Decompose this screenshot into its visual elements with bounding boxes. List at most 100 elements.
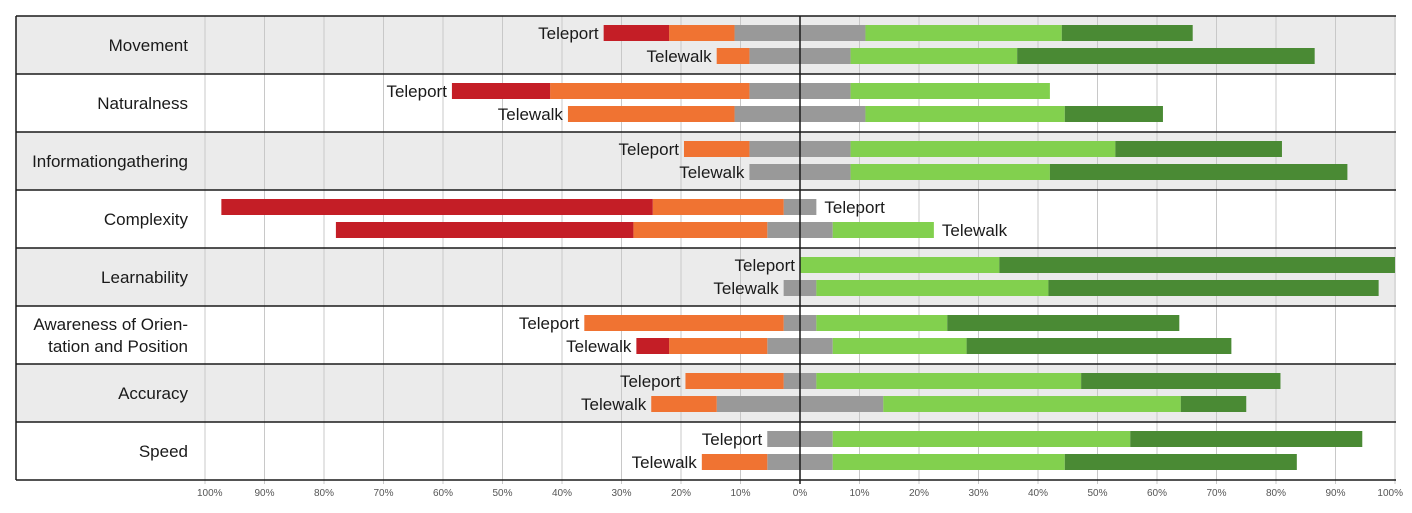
bar-segment-neutral: [767, 338, 800, 354]
x-tick-label: 80%: [1266, 488, 1286, 499]
bar-segment-strong-positive: [1081, 373, 1281, 389]
x-tick-label: 50%: [1087, 488, 1107, 499]
bar-segment-positive: [865, 106, 1065, 122]
bar-segment-strong-positive: [1180, 396, 1247, 412]
bar-segment-neutral: [800, 454, 833, 470]
bar-segment-negative: [651, 396, 717, 412]
bar-segment-strong-negative: [636, 338, 670, 354]
bar-segment-strong-negative: [451, 83, 551, 99]
bar-series-label: Teleport: [519, 314, 580, 333]
bar-segment-positive: [816, 280, 1049, 296]
bar-series-label: Teleport: [702, 430, 763, 449]
bar-segment-positive: [800, 257, 1000, 273]
label-layer: MovementTeleportTelewalkNaturalnessTelep…: [32, 24, 1008, 472]
bar-segment-neutral: [783, 315, 800, 331]
category-label: Learnability: [101, 268, 188, 287]
bar-segment-negative: [550, 83, 750, 99]
bar-segment-neutral: [800, 396, 884, 412]
bar-segment-neutral: [800, 280, 817, 296]
x-tick-label: 10%: [730, 488, 750, 499]
bar-segment-neutral: [800, 199, 817, 215]
bar-segment-neutral: [767, 431, 800, 447]
bar-segment-negative: [683, 141, 750, 157]
x-tick-layer: 100% 90% 80% 70% 60% 50% 40% 30% 20% 10% 0% 10% 20% 3…: [197, 488, 1403, 499]
row-background: [16, 190, 1396, 248]
bar-series-label: Teleport: [538, 24, 599, 43]
bar-segment-strong-negative: [335, 222, 634, 238]
bar-segment-neutral: [734, 106, 800, 122]
bar-segment-neutral: [800, 373, 817, 389]
x-tick-label: 40%: [1028, 488, 1048, 499]
bar-segment-neutral: [800, 315, 817, 331]
bar-segment-neutral: [800, 48, 851, 64]
bar-series-label: Telewalk: [713, 279, 779, 298]
bar-segment-neutral: [800, 338, 833, 354]
bar-segment-positive: [832, 431, 1131, 447]
bar-segment-neutral: [800, 106, 866, 122]
bar-segment-positive: [850, 83, 1050, 99]
bar-segment-strong-positive: [1115, 141, 1282, 157]
x-tick-label: 40%: [552, 488, 572, 499]
bar-segment-negative: [669, 338, 768, 354]
category-label: Movement: [109, 36, 189, 55]
row-background: [16, 248, 1396, 306]
bar-segment-negative: [701, 454, 768, 470]
bar-series-label: Teleport: [386, 82, 447, 101]
x-tick-label: 80%: [314, 488, 334, 499]
bar-series-label: Telewalk: [942, 221, 1008, 240]
x-tick-label: 90%: [1325, 488, 1345, 499]
x-tick-label: 60%: [1147, 488, 1167, 499]
bar-segment-neutral: [749, 48, 800, 64]
bar-series-label: Telewalk: [632, 453, 698, 472]
bar-segment-neutral: [749, 83, 800, 99]
bar-segment-strong-positive: [1064, 106, 1163, 122]
x-tick-label: 20%: [909, 488, 929, 499]
bar-segment-positive: [850, 164, 1050, 180]
bar-segment-positive: [832, 338, 967, 354]
bar-segment-strong-positive: [1048, 280, 1379, 296]
bar-segment-negative: [633, 222, 768, 238]
row-border-layer: [15, 15, 1396, 484]
bar-segment-positive: [865, 25, 1062, 41]
bar-segment-strong-positive: [1061, 25, 1193, 41]
x-tick-label: 70%: [1206, 488, 1226, 499]
bar-segment-positive: [850, 141, 1116, 157]
bar-series-label: Telewalk: [498, 105, 564, 124]
bar-segment-neutral: [800, 164, 851, 180]
x-tick-label: 70%: [373, 488, 393, 499]
bar-segment-neutral: [767, 222, 800, 238]
category-label: Complexity: [104, 210, 189, 229]
bar-series-label: Teleport: [618, 140, 679, 159]
bar-segment-neutral: [783, 280, 800, 296]
bar-segment-positive: [850, 48, 1018, 64]
bar-segment-strong-positive: [966, 338, 1232, 354]
bar-segment-negative: [652, 199, 784, 215]
bar-series-label: Telewalk: [679, 163, 745, 182]
bar-segment-neutral: [800, 83, 851, 99]
category-label: Accuracy: [118, 384, 188, 403]
bar-segment-neutral: [767, 454, 800, 470]
row-background: [16, 306, 1396, 364]
bar-segment-positive: [816, 373, 1082, 389]
x-tick-label: 30%: [968, 488, 988, 499]
bar-segment-negative: [685, 373, 784, 389]
row-background: [16, 74, 1396, 132]
bar-segment-neutral: [800, 141, 851, 157]
bar-series-label: Teleport: [824, 198, 885, 217]
bar-series-label: Telewalk: [566, 337, 632, 356]
bar-segment-neutral: [749, 164, 800, 180]
x-tick-label: 0%: [793, 488, 808, 499]
x-tick-label: 50%: [492, 488, 512, 499]
bar-segment-negative: [716, 48, 750, 64]
x-tick-label: 100%: [197, 488, 223, 499]
bar-series-label: Telewalk: [581, 395, 647, 414]
bar-segment-positive: [832, 222, 934, 238]
x-tick-label: 90%: [254, 488, 274, 499]
x-tick-label: 30%: [611, 488, 631, 499]
bar-segment-positive: [832, 454, 1065, 470]
bar-segment-strong-negative: [221, 199, 653, 215]
bar-segment-neutral: [800, 25, 866, 41]
bar-segment-neutral: [716, 396, 800, 412]
x-tick-label: 10%: [849, 488, 869, 499]
bar-series-label: Telewalk: [646, 47, 712, 66]
